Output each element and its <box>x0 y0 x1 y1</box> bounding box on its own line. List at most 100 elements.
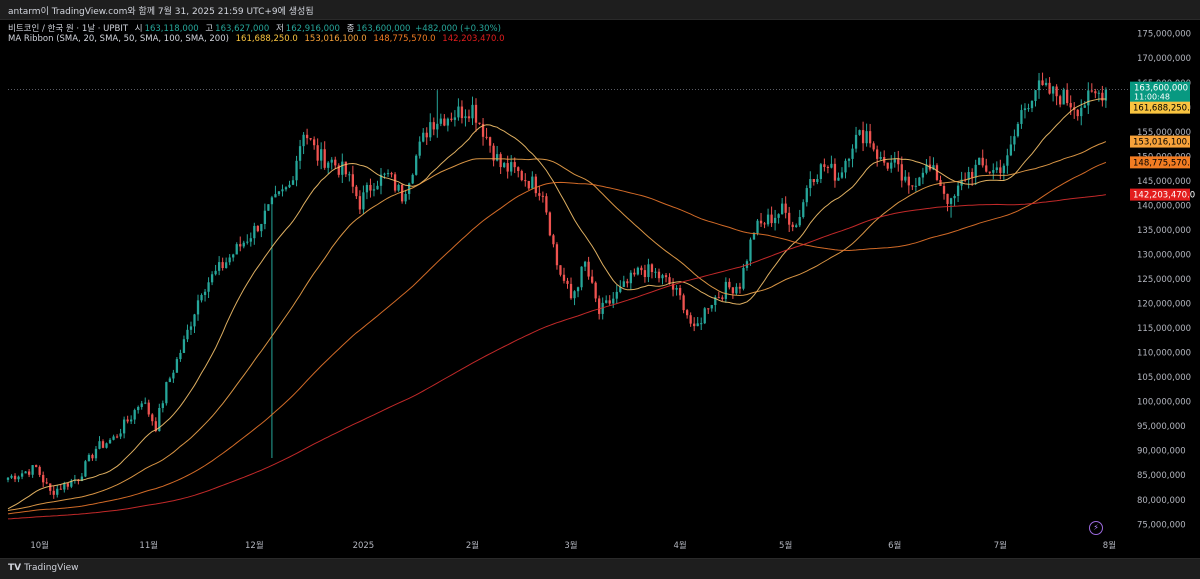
tradingview-logo[interactable]: TV TradingView <box>8 563 79 573</box>
candle-body <box>650 264 654 273</box>
candle-body <box>988 171 991 173</box>
candle-body <box>52 490 55 495</box>
candle-body <box>172 372 175 379</box>
candle-body <box>59 488 62 490</box>
x-tick-label: 7월 <box>994 540 1007 551</box>
candle-body <box>372 189 376 191</box>
candle-body <box>464 116 467 119</box>
candle-body <box>355 186 358 197</box>
ohlc-low-label: 저 <box>275 24 284 34</box>
candle-body <box>499 154 502 168</box>
candle-body <box>1027 108 1030 110</box>
candle-body <box>443 118 446 126</box>
candle-body <box>552 235 555 245</box>
candle-body <box>1090 90 1093 92</box>
candle-body <box>24 471 27 474</box>
candle-body <box>710 305 713 309</box>
candle-body <box>517 167 520 172</box>
candle-body <box>798 217 801 226</box>
candle-body <box>267 204 270 211</box>
candle-body <box>432 122 435 130</box>
lightning-icon[interactable]: ⚡ <box>1089 521 1103 535</box>
ma-label-text: 161,688,250.0 <box>1133 104 1195 114</box>
y-tick-label: 100,000,000 <box>1137 398 1191 408</box>
candle-body <box>707 308 710 310</box>
symbol-name: 비트코인 / 한국 원 · 1날 · UPBIT <box>8 24 129 34</box>
candle-body <box>418 141 421 156</box>
ohlc-open-value: 163,118,000 <box>144 24 199 34</box>
candle-body <box>802 202 805 218</box>
candle-body <box>383 173 386 175</box>
candle-body <box>742 267 745 289</box>
candle-body <box>615 291 618 299</box>
candle-body <box>1009 144 1013 156</box>
candle-body <box>239 244 242 247</box>
candle-body <box>49 483 52 491</box>
candle-body <box>344 161 347 175</box>
candle-body <box>721 297 724 299</box>
candle-body <box>140 403 143 407</box>
x-tick-label: 8월 <box>1103 540 1116 551</box>
price-countdown: 11:00:48 <box>1134 93 1170 102</box>
candle-body <box>949 198 953 204</box>
x-tick-label: 2025 <box>353 541 375 551</box>
candle-body <box>161 403 164 408</box>
candle-body <box>689 315 692 324</box>
candle-body <box>147 402 150 415</box>
candle-body <box>534 176 537 194</box>
candle-body <box>42 474 45 483</box>
candle-body <box>685 310 689 316</box>
candle-body <box>668 277 671 284</box>
candle-body <box>1041 80 1044 86</box>
candle-body <box>513 162 516 168</box>
candle-body <box>193 314 196 327</box>
candle-body <box>640 267 643 271</box>
candle-body <box>263 210 267 224</box>
ma-line-100 <box>7 161 1107 515</box>
candle-body <box>45 482 48 484</box>
candle-body <box>833 163 837 181</box>
candle-body <box>358 196 362 210</box>
candle-body <box>682 295 685 311</box>
candle-body <box>503 163 506 168</box>
candle-body <box>724 281 727 299</box>
caption-bar: antarm이 TradingView.com와 함께 7월 31, 2025 … <box>0 0 1200 20</box>
candle-body <box>281 189 284 192</box>
candle-body <box>63 483 66 490</box>
candle-body <box>133 410 136 420</box>
candle-body <box>295 160 298 181</box>
candle-body <box>1087 90 1090 106</box>
candle-body <box>819 164 823 179</box>
ohlc-high-value: 163,627,000 <box>215 24 270 34</box>
candle-body <box>995 167 998 171</box>
candle-body <box>636 267 640 275</box>
candle-body <box>576 287 580 292</box>
price-chart[interactable]: 75,000,000 80,000,000 85,000,000 90,000,000… <box>0 19 1200 558</box>
candle-body <box>967 171 970 180</box>
candle-body <box>249 238 252 242</box>
candle-body <box>717 297 720 299</box>
candle-body <box>865 131 868 144</box>
candle-body <box>1030 100 1034 109</box>
candle-body <box>429 122 432 138</box>
y-tick-label: 175,000,000 <box>1137 30 1191 40</box>
candle-body <box>186 329 189 340</box>
candle-body <box>376 185 379 190</box>
candle-body <box>284 187 288 190</box>
candle-body <box>795 225 798 228</box>
candle-body <box>13 475 17 480</box>
candle-body <box>763 223 766 225</box>
candle-body <box>559 265 562 275</box>
candle-body <box>253 225 256 239</box>
candle-body <box>66 483 69 487</box>
candle-body <box>260 223 263 232</box>
ohlc-close-label: 종 <box>346 24 355 34</box>
footer-bar: TV TradingView <box>0 558 1200 579</box>
candle-body <box>298 146 302 161</box>
y-tick-label: 130,000,000 <box>1137 250 1191 260</box>
candle-body <box>439 118 442 124</box>
candle-body <box>524 180 527 182</box>
candle-body <box>217 262 221 271</box>
change-value: +482,000 (+0.30%) <box>415 24 501 34</box>
candle-body <box>481 123 485 137</box>
